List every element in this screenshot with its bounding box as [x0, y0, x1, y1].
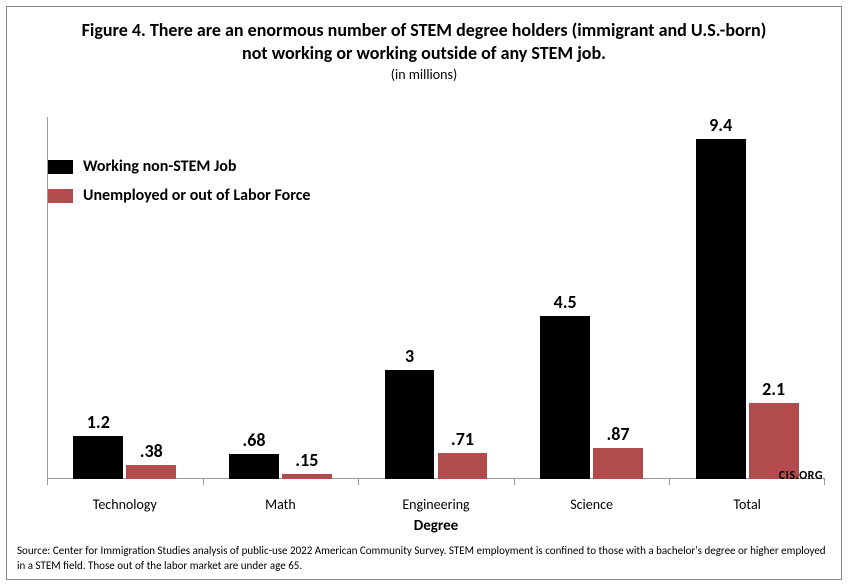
- category-label: Science: [514, 496, 670, 513]
- plot-area: 1.2.38.68.153.714.5.879.42.1: [47, 117, 825, 479]
- x-tick: [514, 479, 515, 485]
- bar-value-label: 3: [385, 348, 435, 371]
- category-label: Total: [669, 496, 825, 513]
- bar-value-label: .15: [282, 451, 332, 474]
- chart-subtitle: (in millions): [67, 66, 781, 83]
- bar: 1.2: [73, 436, 123, 479]
- watermark: CIS.ORG: [779, 469, 823, 483]
- chart-title: Figure 4. There are an enormous number o…: [67, 19, 781, 64]
- x-tick: [47, 479, 48, 485]
- bar-value-label: .38: [126, 442, 176, 465]
- chart-frame: Figure 4. There are an enormous number o…: [6, 6, 842, 580]
- bar: .71: [438, 453, 488, 479]
- category-label: Math: [203, 496, 359, 513]
- bar: 3: [385, 370, 435, 479]
- bar-group: 1.2.38: [47, 117, 203, 479]
- category-labels: TechnologyMathEngineeringScienceTotal: [47, 496, 825, 513]
- bar-value-label: .71: [438, 430, 488, 453]
- bar-group: 4.5.87: [514, 117, 670, 479]
- x-tick: [203, 479, 204, 485]
- bar-groups: 1.2.38.68.153.714.5.879.42.1: [47, 117, 825, 479]
- bar: 2.1: [749, 403, 799, 479]
- source-note: Source: Center for Immigration Studies a…: [17, 544, 831, 573]
- bar-group: 9.42.1: [669, 117, 825, 479]
- bar: 4.5: [540, 316, 590, 479]
- bar-value-label: 4.5: [540, 293, 590, 316]
- bar: .87: [593, 448, 643, 479]
- bar: 9.4: [696, 139, 746, 479]
- x-tick: [669, 479, 670, 485]
- bar: .38: [126, 465, 176, 479]
- category-label: Technology: [47, 496, 203, 513]
- x-tick: [358, 479, 359, 485]
- bar-value-label: 9.4: [696, 116, 746, 139]
- x-axis-label: Degree: [47, 517, 825, 535]
- bar-group: .68.15: [203, 117, 359, 479]
- bar-value-label: 2.1: [749, 380, 799, 403]
- bar: .68: [229, 454, 279, 479]
- bar-group: 3.71: [358, 117, 514, 479]
- bar-value-label: 1.2: [73, 413, 123, 436]
- bar-value-label: .68: [229, 432, 279, 455]
- x-tick: [824, 479, 825, 485]
- bar: .15: [282, 474, 332, 479]
- bar-value-label: .87: [593, 425, 643, 448]
- title-block: Figure 4. There are an enormous number o…: [7, 7, 841, 87]
- category-label: Engineering: [358, 496, 514, 513]
